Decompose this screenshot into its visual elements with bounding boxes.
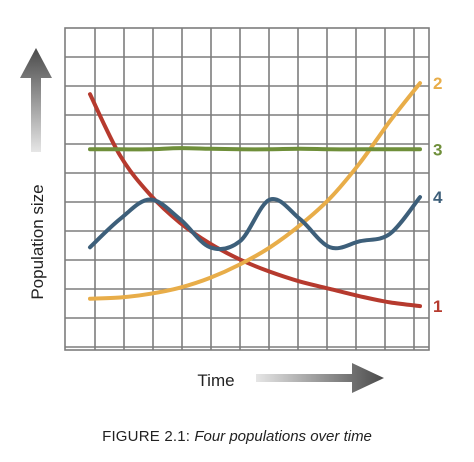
caption-separator: : [185,428,191,445]
series-line-2 [88,81,422,301]
y-axis-arrow [20,48,52,152]
series-label-3: 3 [433,140,442,159]
series-line-1 [88,92,422,309]
series-line-4 [88,195,422,252]
x-axis-arrow [256,363,384,393]
caption-label: FIGURE 2.1 [102,428,186,445]
x-axis-label: Time [197,371,234,390]
plot-frame [64,27,430,351]
plot-grid [64,27,430,351]
y-axis-label: Population size [28,184,47,299]
series-label-2: 2 [433,74,442,93]
series-labels: 1 2 3 4 [433,74,443,316]
series-label-4: 4 [433,188,443,207]
caption-text: Four populations over time [194,428,372,445]
series-group [88,81,422,309]
figure-caption: FIGURE 2.1: Four populations over time [0,428,474,445]
series-label-1: 1 [433,297,442,316]
series-line-3 [88,146,422,152]
